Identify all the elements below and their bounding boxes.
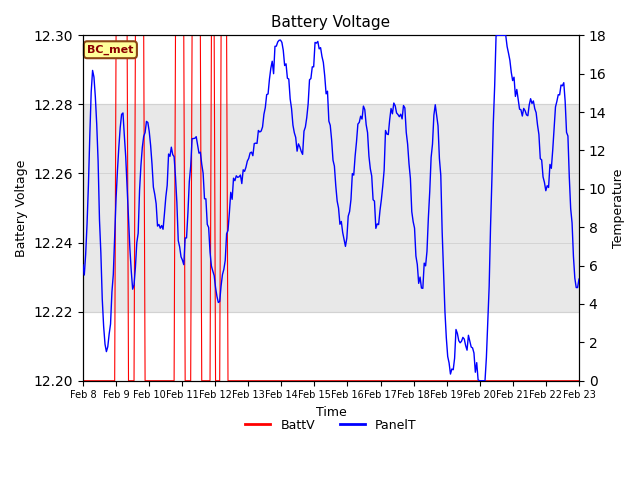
Y-axis label: Temperature: Temperature [612,168,625,248]
Text: BC_met: BC_met [87,45,134,55]
Bar [83,105,579,312]
Legend: BattV, PanelT: BattV, PanelT [240,414,422,437]
Title: Battery Voltage: Battery Voltage [271,15,390,30]
X-axis label: Time: Time [316,406,346,419]
Y-axis label: Battery Voltage: Battery Voltage [15,159,28,257]
